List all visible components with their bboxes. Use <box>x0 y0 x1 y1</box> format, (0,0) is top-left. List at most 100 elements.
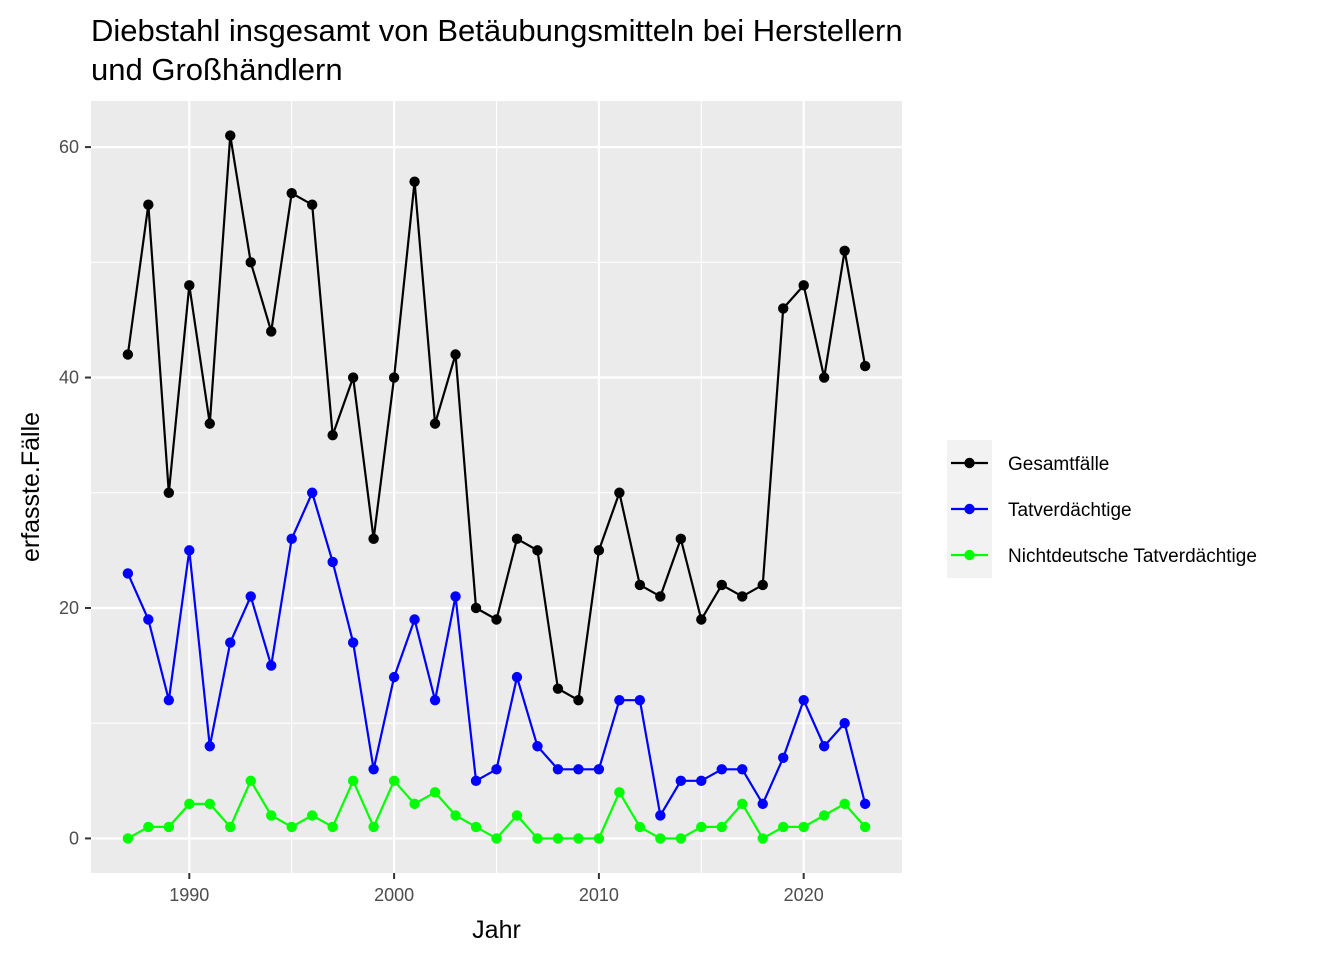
data-point <box>143 821 154 833</box>
data-point <box>552 683 564 694</box>
data-point <box>573 694 584 706</box>
data-point <box>859 798 871 810</box>
data-point <box>409 798 420 810</box>
data-point <box>143 199 154 210</box>
data-point <box>347 637 359 648</box>
data-point <box>778 303 789 314</box>
data-point <box>306 810 318 821</box>
data-point <box>757 798 768 810</box>
data-point <box>532 833 543 844</box>
data-point <box>818 810 830 821</box>
data-point <box>573 764 584 775</box>
data-point <box>737 591 748 602</box>
data-point <box>163 694 175 706</box>
data-point <box>286 533 297 545</box>
x-axis: 1990 2000 2010 2020 <box>169 873 824 905</box>
y-axis: 0 20 40 60 <box>59 137 91 848</box>
data-point <box>225 130 236 141</box>
legend-label: Gesamtfälle <box>1008 454 1109 475</box>
data-point <box>716 764 727 775</box>
data-point <box>429 694 441 706</box>
data-point <box>675 833 687 844</box>
data-point <box>614 694 625 706</box>
data-point <box>839 718 850 729</box>
data-point <box>266 326 277 337</box>
data-point <box>122 833 134 844</box>
series-points <box>122 130 871 844</box>
data-point <box>286 187 297 199</box>
data-point <box>163 487 175 498</box>
data-point <box>470 821 482 833</box>
data-point <box>511 810 523 821</box>
y-tick-label: 0 <box>69 828 79 848</box>
data-point <box>225 637 236 648</box>
data-point <box>163 821 175 833</box>
data-point <box>429 787 441 798</box>
data-point <box>675 775 687 787</box>
data-point <box>614 487 625 498</box>
data-point <box>532 741 543 752</box>
data-point <box>511 533 523 545</box>
data-point <box>347 775 359 787</box>
data-point <box>573 833 584 844</box>
data-point <box>347 372 359 383</box>
data-point <box>655 591 666 602</box>
data-point <box>204 741 215 752</box>
data-point <box>388 775 400 787</box>
data-point <box>696 775 707 787</box>
data-point <box>757 579 768 591</box>
data-point <box>532 545 543 556</box>
legend-key-point <box>964 549 975 561</box>
data-point <box>204 418 215 429</box>
data-point <box>409 614 420 625</box>
data-point <box>716 579 727 591</box>
data-point <box>818 372 830 383</box>
data-point <box>245 775 256 787</box>
data-point <box>655 810 666 821</box>
data-point <box>286 821 297 833</box>
y-tick-label: 40 <box>59 368 79 388</box>
data-point <box>552 764 564 775</box>
y-tick-label: 20 <box>59 598 79 618</box>
data-point <box>614 787 625 798</box>
y-axis-title: erfasste.Fälle <box>17 412 45 562</box>
data-point <box>798 280 809 291</box>
data-point <box>655 833 666 844</box>
data-point <box>368 764 379 775</box>
data-point <box>184 280 195 291</box>
y-tick-label: 60 <box>59 137 79 157</box>
x-axis-title: Jahr <box>472 916 521 944</box>
data-point <box>778 821 789 833</box>
data-point <box>388 372 400 383</box>
x-tick-label: 2020 <box>784 885 824 905</box>
data-point <box>204 798 215 810</box>
data-point <box>491 764 502 775</box>
data-point <box>266 660 277 671</box>
data-point <box>450 591 461 602</box>
data-point <box>306 199 318 210</box>
data-point <box>184 798 195 810</box>
data-point <box>778 752 789 763</box>
legend-label: Nichtdeutsche Tatverdächtige <box>1008 546 1257 567</box>
data-point <box>552 833 564 844</box>
data-point <box>798 694 809 706</box>
data-point <box>593 833 605 844</box>
minor-gridlines <box>91 101 902 873</box>
data-point <box>122 349 134 360</box>
data-point <box>634 821 646 833</box>
data-point <box>409 176 420 187</box>
data-point <box>737 764 748 775</box>
data-point <box>859 360 871 372</box>
data-point <box>245 591 256 602</box>
data-point <box>184 545 195 556</box>
data-point <box>716 821 727 833</box>
data-point <box>470 775 482 787</box>
data-point <box>696 821 707 833</box>
data-point <box>511 671 523 683</box>
legend-key-point <box>964 457 975 469</box>
data-point <box>491 614 502 625</box>
data-point <box>368 533 379 545</box>
data-point <box>225 821 236 833</box>
data-point <box>859 821 871 833</box>
